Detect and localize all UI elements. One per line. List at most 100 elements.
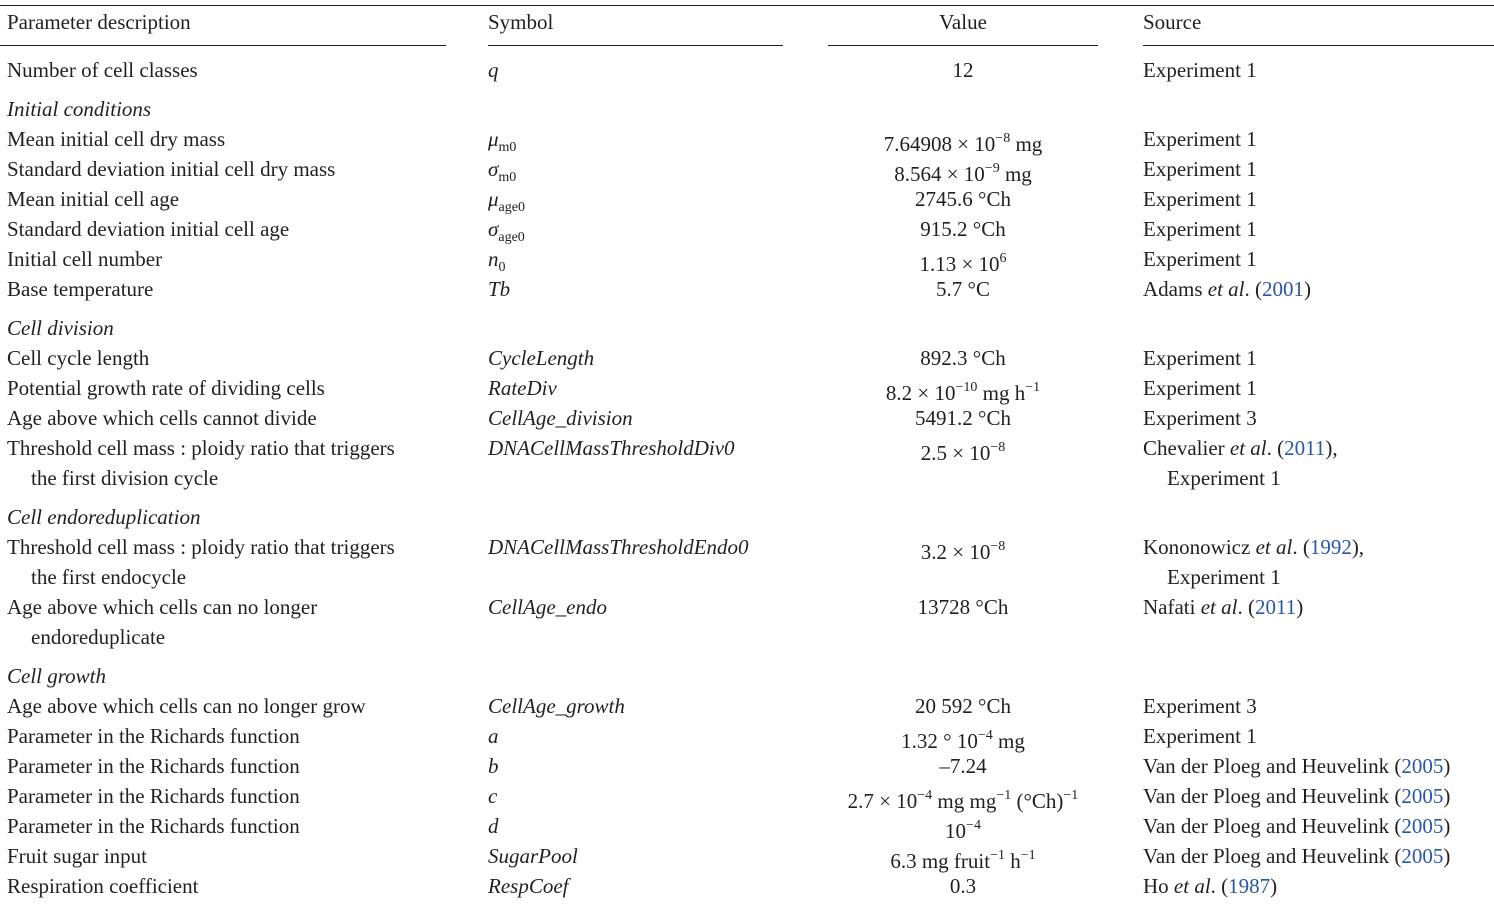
value-superscript: −1: [1020, 848, 1036, 863]
parameter-symbol: DNACellMassThresholdDiv0: [488, 436, 735, 460]
citation-year-link[interactable]: 2011: [1254, 595, 1297, 619]
parameter-source: Experiment 3: [1143, 694, 1257, 718]
parameter-value: 5491.2 °Ch: [915, 406, 1011, 430]
symbol-subscript: m0: [498, 170, 517, 185]
parameter-value: 2.7 × 10−4 mg mg−1 (°Ch)−1: [847, 788, 1079, 813]
parameter-source: Experiment 1: [1143, 346, 1257, 370]
header-rule: [0, 45, 1494, 46]
parameter-symbol: c: [488, 784, 498, 808]
parameter-value: 12: [952, 58, 974, 82]
parameter-description: Number of cell classes: [7, 58, 198, 82]
et-al-text: et al: [1200, 595, 1238, 619]
citation-year-link[interactable]: 2005: [1401, 754, 1444, 778]
parameter-symbol: DNACellMassThresholdEndo0: [488, 535, 749, 559]
parameter-source: Experiment 1: [1167, 565, 1281, 589]
header-rule-gap: [1098, 45, 1143, 47]
parameter-value: 0.3: [949, 874, 977, 898]
parameter-description: Threshold cell mass : ploidy ratio that …: [7, 535, 395, 559]
parameter-value: 7.64908 × 10−8 mg: [883, 131, 1043, 156]
symbol-subscript: age0: [498, 230, 525, 245]
parameter-source: Experiment 1: [1143, 127, 1257, 151]
parameter-source: Adams et al. (2001): [1143, 277, 1311, 301]
citation-year-link[interactable]: 1992: [1309, 535, 1352, 559]
parameter-symbol: a: [488, 724, 499, 748]
citation-year-link[interactable]: 2005: [1401, 844, 1444, 868]
parameter-value: –7.24: [939, 754, 987, 778]
parameter-source: Experiment 1: [1143, 58, 1257, 82]
parameter-symbol: RespCoef: [488, 874, 569, 898]
parameter-source: Van der Ploeg and Heuvelink (2005): [1143, 844, 1451, 868]
parameter-description: Parameter in the Richards function: [7, 754, 300, 778]
parameter-description: Potential growth rate of dividing cells: [7, 376, 325, 400]
parameter-description: Standard deviation initial cell age: [7, 217, 290, 241]
parameter-description: the first division cycle: [31, 466, 219, 490]
parameter-description: endoreduplicate: [31, 625, 166, 649]
parameter-symbol: μm0: [488, 127, 517, 155]
parameter-value: 1.13 × 106: [919, 251, 1007, 276]
parameter-symbol: CellAge_endo: [488, 595, 607, 619]
parameter-description: Respiration coefficient: [7, 874, 199, 898]
parameter-source: Experiment 1: [1143, 247, 1257, 271]
parameter-value: 1.32 ° 10−4 mg: [901, 728, 1025, 753]
et-al-text: et al: [1207, 277, 1245, 301]
value-superscript: −8: [990, 539, 1006, 554]
parameter-symbol: q: [488, 58, 499, 82]
citation-year-link[interactable]: 2005: [1401, 814, 1444, 838]
parameter-source: Kononowicz et al. (1992),: [1143, 535, 1365, 559]
et-al-text: et al: [1255, 535, 1293, 559]
parameter-value: 6.3 mg fruit−1 h−1: [890, 848, 1036, 873]
parameter-value: 13728 °Ch: [917, 595, 1009, 619]
citation-year-link[interactable]: 2005: [1401, 784, 1444, 808]
value-superscript: −1: [996, 788, 1012, 803]
parameter-source: Experiment 1: [1143, 157, 1257, 181]
symbol-subscript: age0: [498, 200, 525, 215]
parameter-source: Experiment 1: [1167, 466, 1281, 490]
value-superscript: 6: [999, 251, 1007, 266]
parameter-symbol: b: [488, 754, 499, 778]
parameter-symbol: σm0: [488, 157, 517, 185]
parameter-description: the first endocycle: [31, 565, 187, 589]
parameter-source: Van der Ploeg and Heuvelink (2005): [1143, 784, 1451, 808]
value-superscript: −4: [977, 728, 993, 743]
parameter-value: 915.2 °Ch: [920, 217, 1006, 241]
section-title: Cell growth: [7, 664, 106, 688]
parameter-description: Base temperature: [7, 277, 154, 301]
header-description: Parameter description: [7, 10, 191, 34]
value-superscript: −1: [990, 848, 1005, 863]
header-rule-gap: [446, 45, 488, 47]
parameter-value: 892.3 °Ch: [920, 346, 1006, 370]
parameter-source: Chevalier et al. (2011),: [1143, 436, 1338, 460]
value-superscript: −4: [966, 818, 981, 833]
citation-year-link[interactable]: 2011: [1284, 436, 1326, 460]
parameter-description: Age above which cells can no longer: [7, 595, 318, 619]
parameter-source: Experiment 1: [1143, 724, 1257, 748]
parameter-source: Experiment 1: [1143, 217, 1257, 241]
value-superscript: −9: [984, 161, 1000, 176]
section-title: Initial conditions: [7, 97, 152, 121]
parameter-description: Initial cell number: [7, 247, 163, 271]
citation-year-link[interactable]: 1987: [1228, 874, 1271, 898]
section-title: Cell endoreduplication: [7, 505, 201, 529]
parameter-symbol: CycleLength: [488, 346, 595, 370]
parameter-symbol: μage0: [488, 187, 525, 215]
parameter-value: 3.2 × 10−8: [920, 539, 1006, 564]
parameter-description: Parameter in the Richards function: [7, 784, 300, 808]
parameter-value: 8.564 × 10−9 mg: [894, 161, 1032, 186]
parameter-description: Threshold cell mass : ploidy ratio that …: [7, 436, 395, 460]
top-rule: [0, 5, 1494, 6]
parameter-source: Ho et al. (1987): [1143, 874, 1278, 898]
citation-year-link[interactable]: 2001: [1262, 277, 1304, 301]
parameter-description: Parameter in the Richards function: [7, 814, 300, 838]
parameter-description: Cell cycle length: [7, 346, 150, 370]
parameter-description: Parameter in the Richards function: [7, 724, 300, 748]
parameter-source: Experiment 3: [1143, 406, 1257, 430]
parameter-value: 5.7 °C: [936, 277, 990, 301]
parameter-source: Nafati et al. (2011): [1143, 595, 1304, 619]
symbol-subscript: 0: [498, 260, 506, 275]
value-superscript: −10: [955, 380, 978, 395]
parameter-description: Age above which cells can no longer grow: [7, 694, 366, 718]
section-title: Cell division: [7, 316, 114, 340]
parameter-source: Experiment 1: [1143, 187, 1257, 211]
parameter-description: Mean initial cell age: [7, 187, 180, 211]
